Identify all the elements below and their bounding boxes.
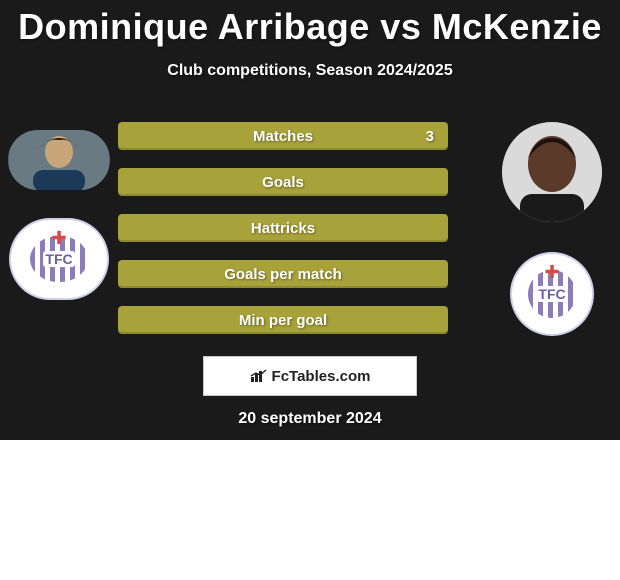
left-column: ✚ TFC [0, 122, 110, 300]
club-cross-icon: ✚ [544, 262, 559, 283]
chart-icon [250, 369, 268, 383]
stat-bar-hattricks: Hattricks [118, 214, 448, 242]
club-badge-left: ✚ TFC [9, 218, 109, 300]
stat-value-right: 3 [426, 128, 434, 145]
stat-label: Goals [262, 174, 304, 191]
page-title: Dominique Arribage vs McKenzie [0, 0, 620, 48]
stat-bar-goals-per-match: Goals per match [118, 260, 448, 288]
comparison-content: ✚ TFC Matches 3 Goals Hattricks Goals pe… [0, 122, 620, 336]
player-avatar-right [502, 122, 602, 222]
right-column: ✚ TFC [502, 122, 620, 336]
stat-label: Min per goal [239, 312, 327, 329]
club-badge-right: ✚ TFC [510, 252, 594, 336]
watermark: FcTables.com [203, 356, 417, 396]
stat-bar-goals: Goals [118, 168, 448, 196]
watermark-text: FcTables.com [272, 368, 371, 385]
club-abbr-right: TFC [536, 286, 567, 302]
stat-bars: Matches 3 Goals Hattricks Goals per matc… [110, 122, 502, 334]
club-abbr-left: TFC [43, 251, 74, 267]
stat-label: Hattricks [251, 220, 315, 237]
date: 20 september 2024 [0, 410, 620, 428]
club-cross-icon: ✚ [51, 228, 66, 249]
stat-label: Matches [253, 128, 313, 145]
stat-bar-matches: Matches 3 [118, 122, 448, 150]
stat-label: Goals per match [224, 266, 342, 283]
player-avatar-left [8, 130, 110, 190]
stat-bar-min-per-goal: Min per goal [118, 306, 448, 334]
subtitle: Club competitions, Season 2024/2025 [0, 62, 620, 80]
